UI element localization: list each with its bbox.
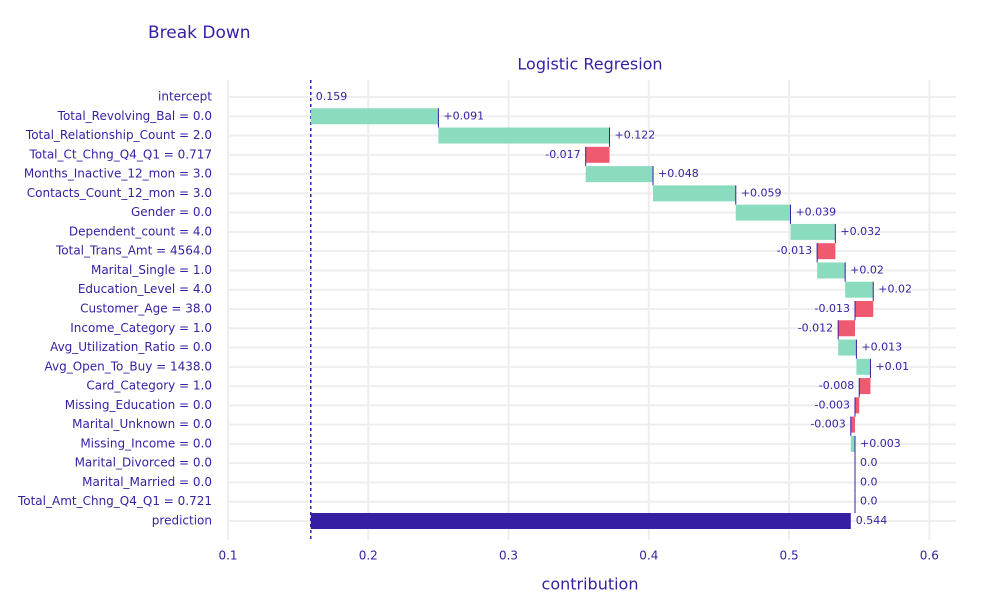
y-tick-label: Contacts_Count_12_mon = 3.0 [27,186,212,200]
bar [850,416,856,433]
value-label: +0.02 [850,263,884,276]
bar [855,301,874,317]
value-label: -0.017 [545,148,580,161]
value-label: +0.003 [860,437,901,450]
x-tick-label: 0.2 [359,549,378,563]
bar [817,262,846,279]
y-tick-label: Education_Level = 4.0 [78,282,212,296]
bar [310,513,851,529]
y-tick-label: Total_Relationship_Count = 2.0 [25,128,212,142]
x-tick-label: 0.1 [218,549,237,563]
value-label: +0.091 [443,109,484,122]
y-tick-label: Avg_Utilization_Ratio = 0.0 [50,340,212,354]
bar [735,204,791,221]
x-axis-title: contribution [542,575,639,594]
y-tick-label: Missing_Income = 0.0 [80,436,212,450]
value-label: +0.02 [878,283,912,296]
y-tick-label: Marital_Unknown = 0.0 [72,417,212,431]
y-tick-label: prediction [152,514,212,528]
value-label: -0.008 [819,379,854,392]
value-label: 0.0 [860,456,878,469]
value-label: 0.159 [316,90,348,103]
chart-title: Break Down [148,23,251,43]
value-label: 0.0 [860,495,878,508]
y-tick-label: Avg_Open_To_Buy = 1438.0 [44,359,212,373]
y-tick-label: Total_Amt_Chng_Q4_Q1 = 0.721 [17,494,212,508]
y-tick-label: Marital_Divorced = 0.0 [75,456,212,470]
bar [859,378,871,395]
x-tick-label: 0.5 [780,549,799,563]
bar [653,185,736,202]
bar [838,339,857,356]
value-label: -0.003 [810,418,845,431]
y-tick-label: Months_Inactive_12_mon = 3.0 [24,167,212,181]
bar [855,397,860,414]
y-tick-label: Total_Ct_Chng_Q4_Q1 = 0.717 [28,147,212,161]
bar [585,166,654,183]
y-tick-label: Customer_Age = 38.0 [80,302,212,316]
bar [585,146,610,163]
value-label: +0.01 [875,360,909,373]
bar [850,435,856,452]
bar [845,281,874,298]
value-label: -0.013 [815,302,850,315]
y-tick-label: Income_Category = 1.0 [70,321,212,335]
bar [838,320,856,337]
bar [817,243,836,260]
value-label: +0.039 [795,206,836,219]
bar [438,127,610,144]
chart-subtitle: Logistic Regresion [517,55,662,74]
y-tick-label: Missing_Education = 0.0 [65,398,212,412]
x-tick-label: 0.4 [639,549,658,563]
y-tick-label: Total_Trans_Amt = 4564.0 [55,244,212,258]
y-tick-label: Marital_Married = 0.0 [82,475,212,489]
value-label: -0.013 [777,244,812,257]
x-tick-label: 0.6 [920,549,939,563]
value-label: -0.012 [798,321,833,334]
value-label: +0.032 [840,225,881,238]
value-label: +0.048 [658,167,699,180]
value-label: +0.122 [615,129,656,142]
bar [310,108,439,125]
y-tick-label: Marital_Single = 1.0 [91,263,212,277]
y-tick-label: Card_Category = 1.0 [86,379,212,393]
value-label: 0.0 [860,475,878,488]
y-tick-label: Total_Revolving_Bal = 0.0 [57,109,212,123]
bar [790,223,836,240]
bar [856,358,871,375]
x-tick-label: 0.3 [499,549,518,563]
value-label: -0.003 [815,398,850,411]
y-tick-label: Gender = 0.0 [131,205,212,219]
value-label: 0.544 [856,514,888,527]
y-tick-label: Dependent_count = 4.0 [69,224,212,238]
value-label: +0.013 [861,341,902,354]
y-tick-label: intercept [158,90,212,104]
value-label: +0.059 [741,186,782,199]
